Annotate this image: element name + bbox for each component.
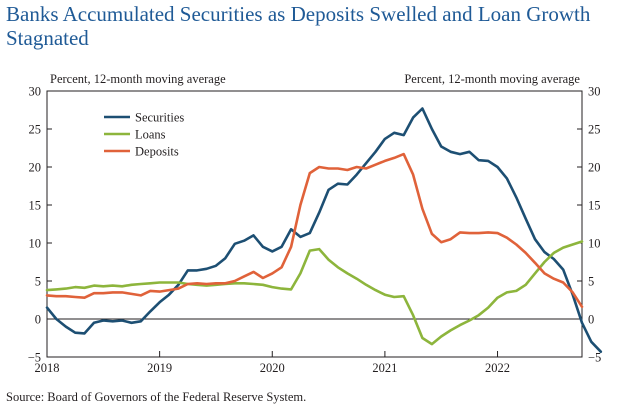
x-tick-label: 2019 <box>147 361 172 375</box>
x-tick-label: 2018 <box>35 361 60 375</box>
y-tick-label-right: −5 <box>588 351 601 365</box>
series-line-deposits <box>45 152 584 309</box>
source-note: Source: Board of Governors of the Federa… <box>6 390 307 404</box>
legend: Securities Loans Deposits <box>104 111 184 159</box>
y-tick-label-right: 10 <box>588 237 601 251</box>
y-tick-label-right: 0 <box>588 313 594 327</box>
legend-label-securities: Securities <box>135 111 184 125</box>
legend-label-deposits: Deposits <box>135 145 179 159</box>
y-tick-label-left: 30 <box>29 85 42 99</box>
series-line-securities <box>45 107 603 353</box>
plot-frame <box>46 90 583 358</box>
x-tick-label: 2020 <box>260 361 285 375</box>
y-tick-label-left: −5 <box>28 351 41 365</box>
y-tick-label-right: 30 <box>588 85 601 99</box>
y-tick-label-left: 25 <box>29 123 42 137</box>
y-axis-label-left: Percent, 12-month moving average <box>50 72 226 86</box>
series-lines <box>45 107 603 353</box>
y-tick-label-left: 0 <box>35 313 41 327</box>
legend-label-loans: Loans <box>135 128 166 142</box>
y-tick-label-left: 15 <box>29 199 42 213</box>
axis-layer <box>46 90 583 358</box>
y-tick-label-right: 25 <box>588 123 601 137</box>
x-tick-label: 2021 <box>372 361 397 375</box>
y-tick-label-left: 20 <box>29 161 42 175</box>
x-tick-label: 2022 <box>485 361 510 375</box>
y-tick-label-left: 5 <box>35 275 41 289</box>
y-axis-label-right: Percent, 12-month moving average <box>404 72 580 86</box>
y-tick-label-right: 15 <box>588 199 601 213</box>
y-tick-label-right: 5 <box>588 275 594 289</box>
series-line-loans <box>45 240 584 346</box>
chart-title: Banks Accumulated Securities as Deposits… <box>6 2 591 50</box>
y-tick-label-left: 10 <box>29 237 42 251</box>
y-tick-label-right: 20 <box>588 161 601 175</box>
